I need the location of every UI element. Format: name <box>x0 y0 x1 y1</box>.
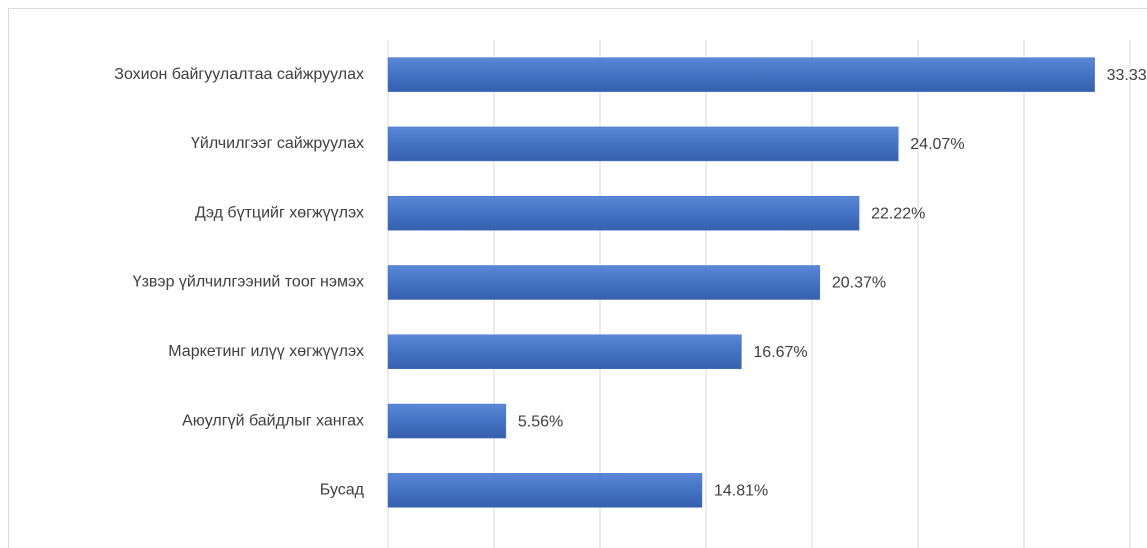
y-tick-label: Үйлчилгээг сайжруулах <box>191 135 364 152</box>
y-tick-label: Маркетинг илүү хөгжүүлэх <box>168 343 364 360</box>
y-tick-label: Бусад <box>320 482 365 499</box>
bar <box>387 126 899 162</box>
bar <box>387 334 742 370</box>
data-label: 5.56% <box>518 413 563 430</box>
data-label: 14.81% <box>714 483 768 500</box>
bar <box>387 473 703 508</box>
data-label: 33.33% <box>1107 67 1147 84</box>
y-tick-label: Аюулгүй байдлыг хангах <box>182 412 364 429</box>
y-tick-label: Зохион байгуулалтаа сайжруулах <box>114 66 364 83</box>
y-tick-label: Үзвэр үйлчилгээний тоог нэмэх <box>133 274 364 291</box>
data-label: 16.67% <box>753 344 807 361</box>
data-label: 20.37% <box>832 275 886 292</box>
y-tick-label: Дэд бүтцийг хөгжүүлэх <box>195 204 364 221</box>
bar <box>387 403 507 439</box>
data-label: 22.22% <box>871 205 925 222</box>
bar <box>387 265 821 300</box>
bar <box>387 57 1095 92</box>
data-label: 24.07% <box>910 136 964 153</box>
bar <box>387 195 860 231</box>
